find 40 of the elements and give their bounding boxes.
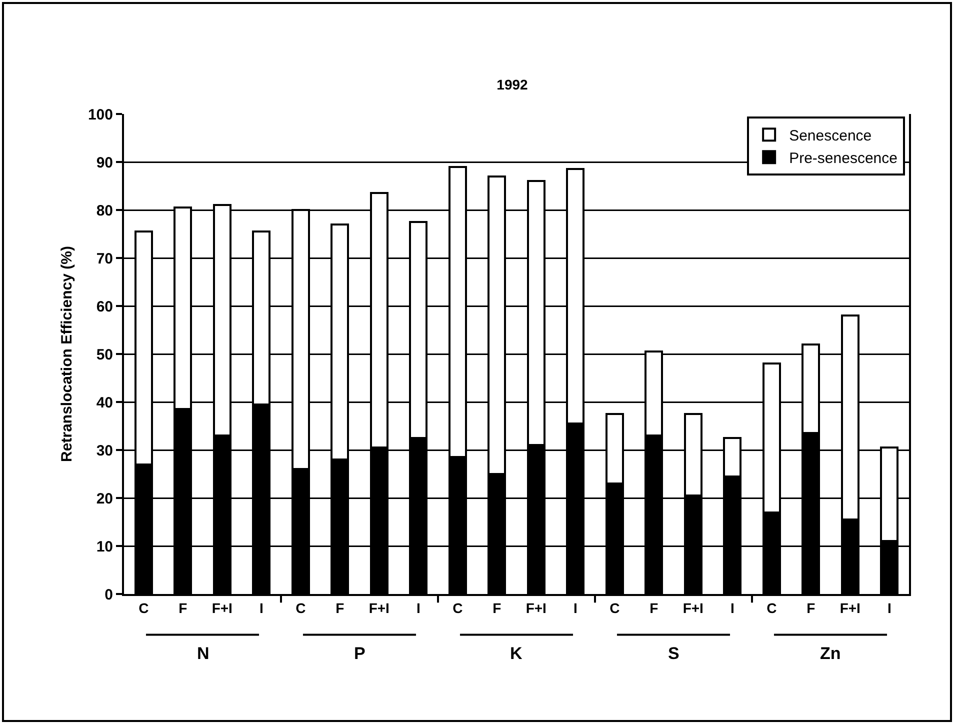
text: S	[668, 644, 680, 663]
y-tick-label: 90	[96, 154, 113, 172]
x-tick-label: F	[492, 600, 502, 616]
x-tick-label: F+I	[840, 600, 860, 616]
y-tick-label: 10	[96, 538, 113, 556]
y-tick-label: 100	[88, 106, 113, 124]
x-tick-label: F	[806, 600, 816, 616]
x-tick-label: F	[650, 600, 659, 616]
x-tick-label: F+I	[526, 600, 546, 616]
text: N	[197, 644, 210, 663]
text: Zn	[820, 644, 841, 663]
y-tick-label: 20	[96, 490, 113, 508]
x-tick-label: I	[416, 600, 420, 616]
y-axis-title: Retranslocation Efficiency (%)	[58, 246, 76, 462]
chart-title: 1992	[496, 76, 528, 92]
y-tick-label: 60	[96, 298, 113, 316]
x-tick-label: F	[336, 600, 345, 616]
x-tick-label: F+I	[682, 600, 704, 616]
x-tick-label: C	[610, 600, 620, 616]
x-tick-label: C	[452, 600, 463, 616]
y-tick-label: 50	[96, 346, 113, 364]
legend-label: Senescence	[789, 128, 872, 144]
x-tick-label: I	[887, 600, 892, 616]
text: K	[510, 644, 523, 663]
y-tick-label: 40	[96, 394, 113, 412]
y-tick-label: 80	[96, 202, 113, 220]
x-tick-label: C	[138, 600, 149, 616]
x-tick-label: I	[730, 600, 734, 616]
x-tick-label: I	[259, 600, 264, 616]
x-tick-label: F	[178, 600, 188, 616]
x-tick-label: F+I	[212, 600, 232, 616]
x-tick-label: C	[296, 600, 306, 616]
x-tick-label: F+I	[368, 600, 390, 616]
legend-label: Pre-senescence	[789, 150, 898, 167]
y-tick-label: 0	[104, 586, 113, 604]
y-tick-label: 30	[96, 442, 113, 460]
y-tick-label: 70	[96, 250, 113, 268]
x-tick-label: I	[573, 600, 578, 616]
x-tick-label: C	[766, 600, 777, 616]
text: P	[354, 644, 366, 663]
